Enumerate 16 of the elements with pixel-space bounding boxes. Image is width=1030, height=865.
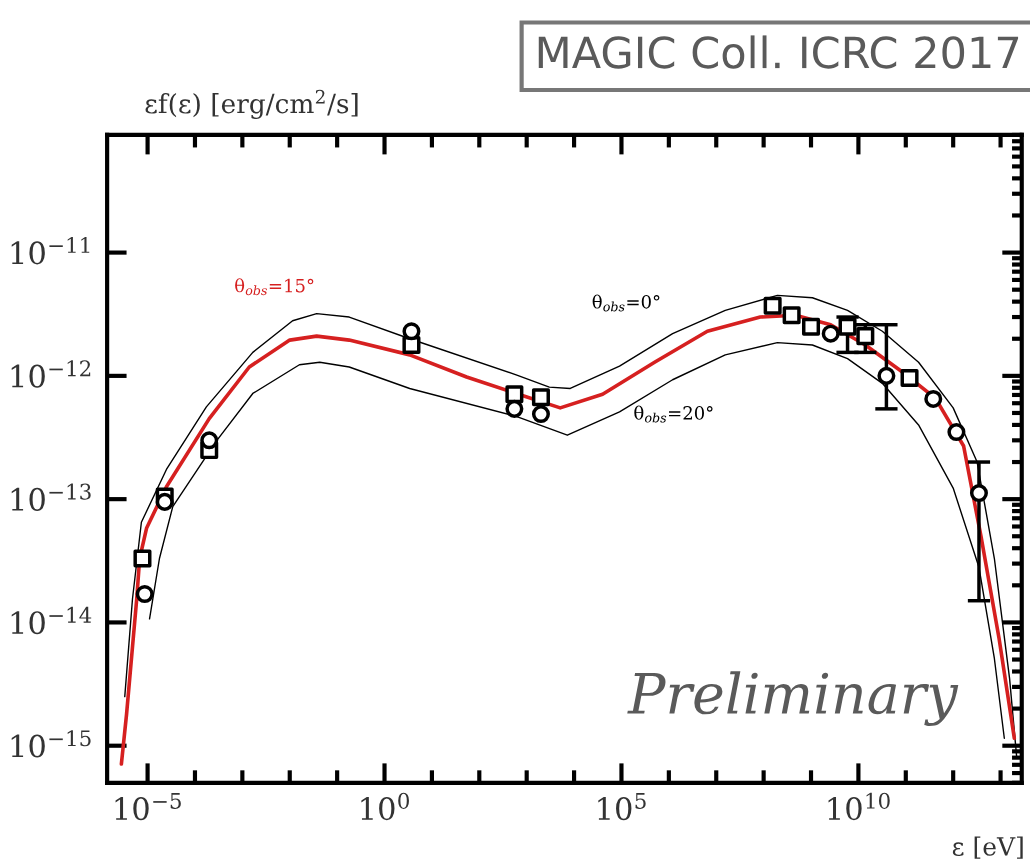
- series-label: θ$_{obs}$=0°: [592, 294, 660, 312]
- y-axis-title: εf(ε) [erg/cm$^{2}$/s]: [145, 89, 358, 119]
- x-axis-title: ε [eV]: [952, 836, 1023, 859]
- y-tick-label: 10$^{−14}$: [11, 606, 92, 635]
- x-tick-label: 10$^{0}$: [361, 792, 409, 821]
- chart-title: MAGIC Coll. ICRC 2017: [538, 35, 1019, 69]
- y-tick-label: 10$^{−15}$: [11, 730, 91, 758]
- series-label: θ$_{obs}$=20°: [634, 405, 713, 423]
- x-tick-label: 10$^{5}$: [598, 793, 646, 821]
- y-tick-label: 10$^{−12}$: [11, 360, 91, 388]
- y-tick-label: 10$^{−11}$: [11, 237, 90, 265]
- annotation: Preliminary: [627, 671, 959, 726]
- x-tick-label: 10$^{10}$: [828, 792, 890, 821]
- x-tick-label: 10$^{−5}$: [115, 793, 181, 821]
- y-tick-label: 10$^{−13}$: [11, 483, 91, 511]
- text: θ$_{obs}$=15°: [235, 278, 314, 296]
